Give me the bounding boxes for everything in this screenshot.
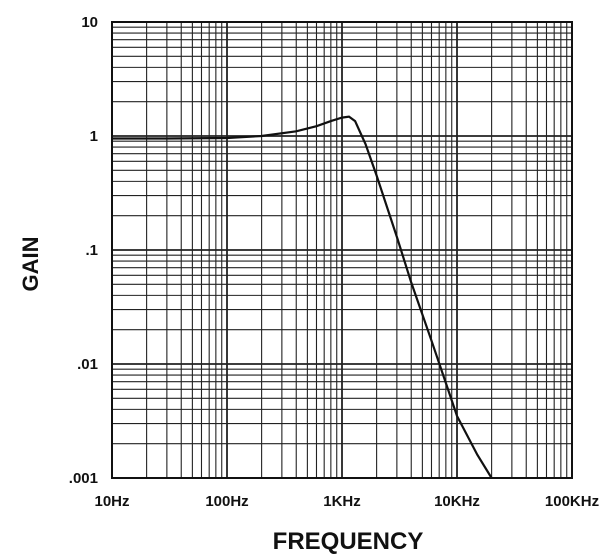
y-tick-label: .001 [69,470,98,487]
y-tick-label: 1 [90,128,98,145]
y-tick-label: .1 [85,242,98,259]
y-tick-label: .01 [77,356,98,373]
gain-curve [112,115,493,479]
x-tick-label: 10Hz [94,493,129,510]
x-tick-label: 10KHz [434,493,480,510]
tick-labels: 10Hz 100Hz 1KHz 10KHz 100KHz 10 1 .1 .01 .001 [69,14,599,510]
x-axis-label: FREQUENCY [273,528,424,555]
x-tick-label: 1KHz [323,493,361,510]
y-tick-label: 10 [81,14,98,31]
grid-lines [111,22,572,479]
y-axis-label: GAIN [18,237,43,292]
x-tick-label: 100KHz [545,493,599,510]
plot-frame [111,21,573,479]
x-tick-label: 100Hz [205,493,248,510]
